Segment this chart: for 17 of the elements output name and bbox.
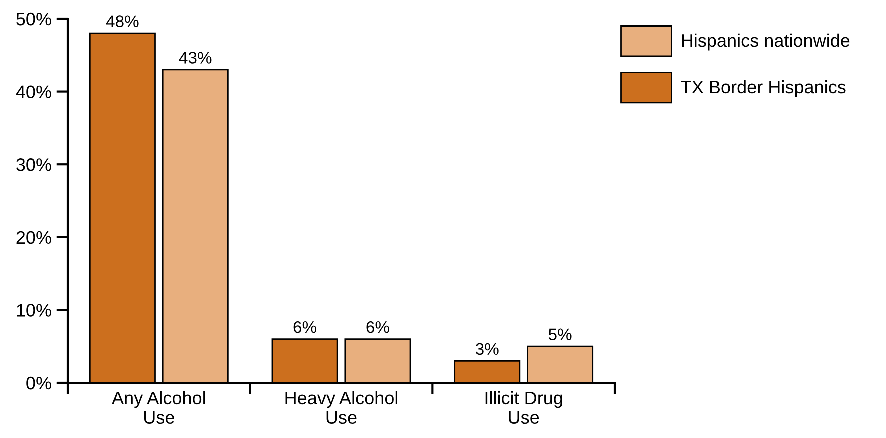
- y-tick-label: 30%: [16, 158, 52, 172]
- data-label: 6%: [366, 321, 390, 334]
- data-label: 48%: [106, 16, 139, 28]
- x-tick-label: Heavy Alcohol Use: [286, 391, 398, 424]
- data-label: 3%: [476, 343, 499, 356]
- y-tick-label: 0%: [26, 376, 52, 390]
- y-tick-label: 40%: [16, 86, 52, 99]
- legend-label: TX Border Hispanics: [681, 80, 846, 98]
- x-tick-label: Illicit Drug Use: [486, 391, 562, 424]
- y-tick-label: 50%: [16, 12, 52, 26]
- y-tick-label: 20%: [16, 231, 52, 244]
- data-label: 43%: [179, 52, 212, 64]
- y-tick-label: 10%: [17, 304, 52, 317]
- data-label: 5%: [548, 328, 572, 341]
- x-tick-label: Any Alcohol Use: [112, 391, 206, 424]
- legend-label: Hispanics nationwide: [682, 34, 850, 51]
- data-label: 6%: [294, 321, 316, 334]
